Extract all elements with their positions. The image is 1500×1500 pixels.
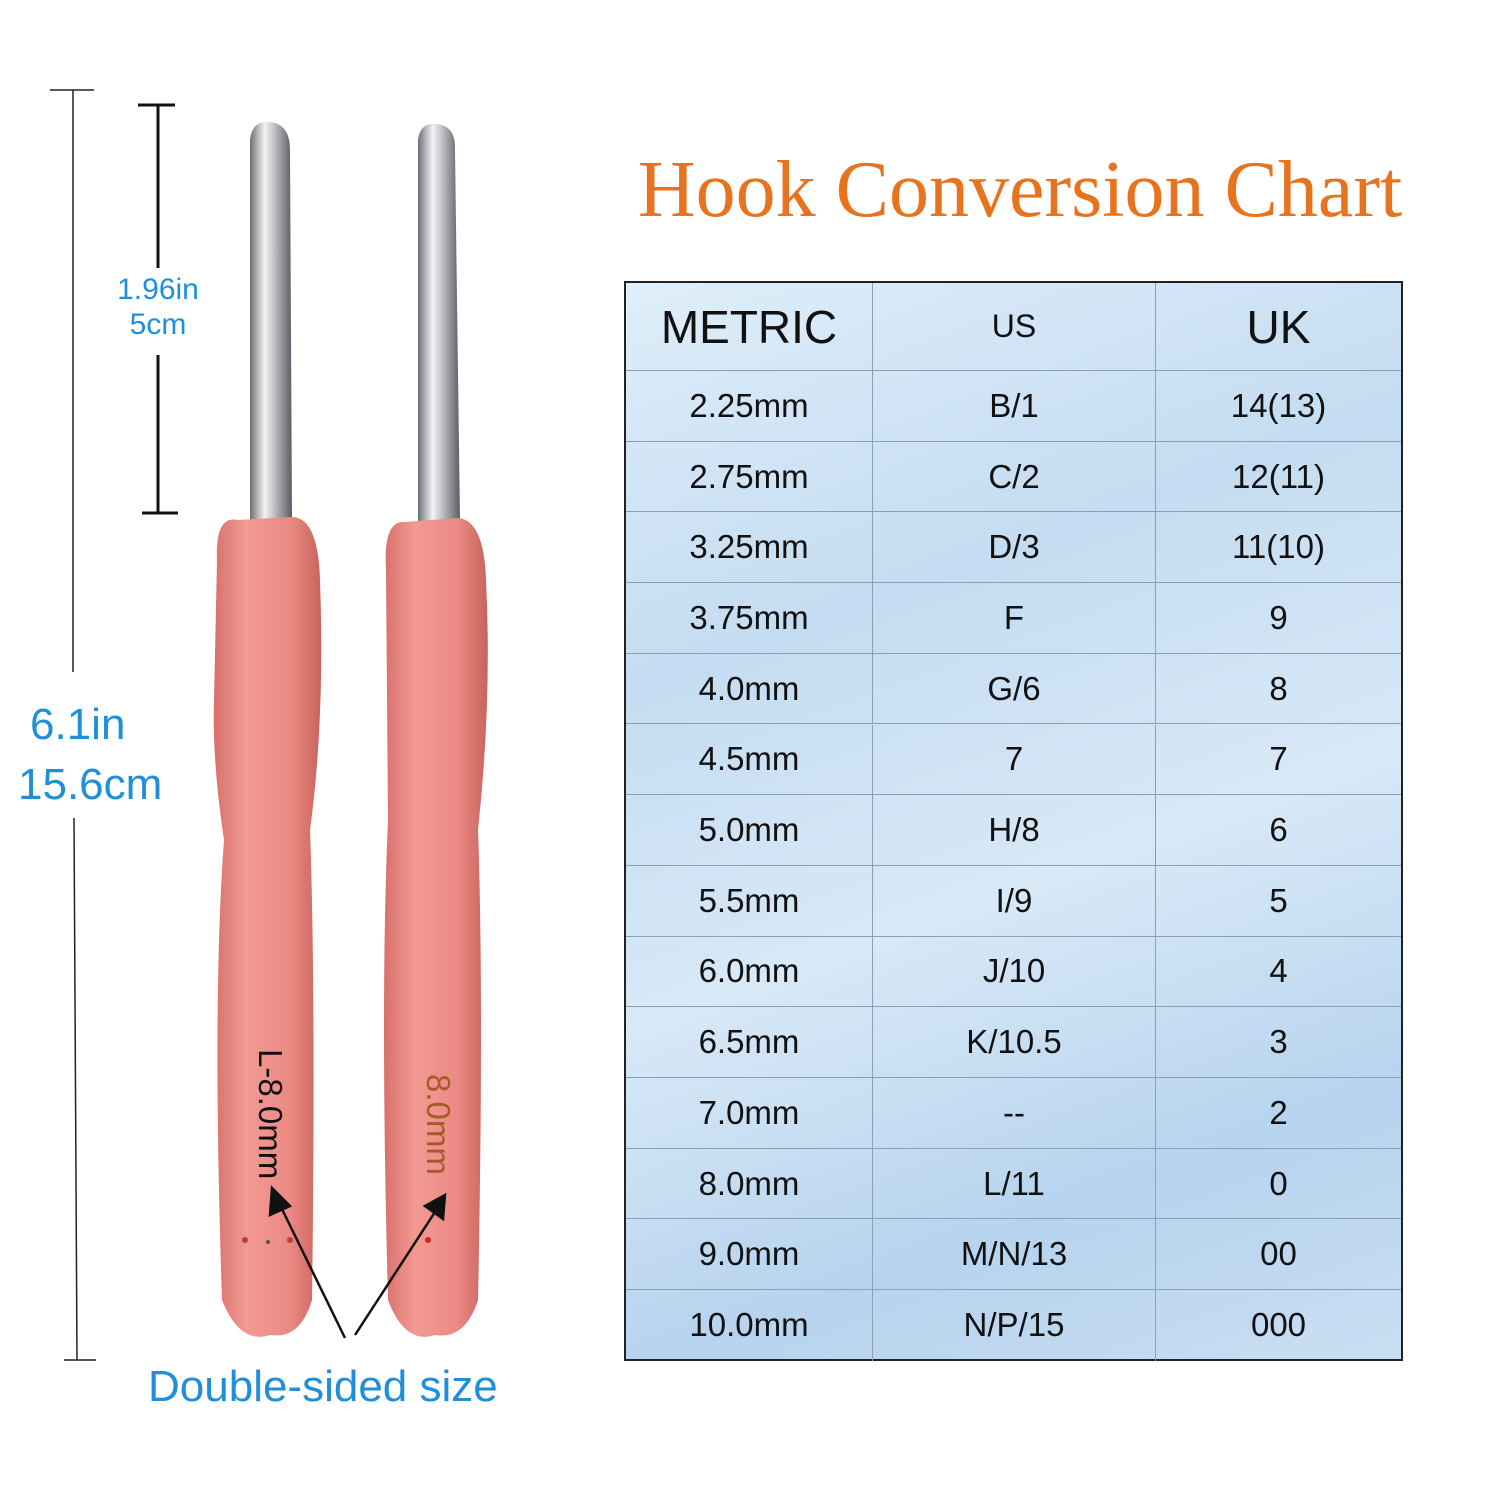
table-row: 2.75mm C/2 12(11) [626,441,1401,513]
cell-uk: 11(10) [1232,528,1325,566]
header-uk: UK [1246,300,1311,353]
cell-us: H/8 [873,795,1156,865]
cell-metric: 2.25mm [626,371,873,441]
conversion-table: METRIC US UK 2.25mm B/1 14(13) 2.75mm C/2 12(… [624,281,1403,1361]
cell-us: B/1 [873,371,1156,441]
cell-us: C/2 [873,441,1156,512]
cell-uk: 4 [1269,952,1288,990]
table-row: 6.5mm K/10.5 3 [626,1007,1401,1078]
cell-metric: 4.0mm [626,653,873,724]
cell-metric: 6.5mm [626,1007,873,1077]
cell-uk: 2 [1269,1093,1288,1131]
total-length-dimension-line [50,89,96,1361]
header-metric: METRIC [626,283,873,370]
cell-metric: 2.75mm [626,441,873,512]
cell-metric: 3.25mm [626,512,873,583]
cell-metric: 6.0mm [626,936,873,1007]
cell-metric: 9.0mm [626,1219,873,1290]
cell-us: J/10 [873,936,1156,1007]
cell-uk: 7 [1269,740,1288,778]
cell-us: G/6 [873,653,1156,724]
table-row: 6.0mm J/10 4 [626,936,1401,1008]
head-length-label: 1.96in 5cm [108,272,208,342]
cell-uk: 6 [1269,811,1288,849]
left-hook [213,121,322,1337]
table-row: 8.0mm L/11 0 [626,1148,1401,1220]
cell-us: L/11 [873,1148,1156,1219]
cell-us: K/10.5 [873,1007,1156,1077]
head-length-cm: 5cm [129,308,187,341]
table-row: 5.5mm I/9 5 [626,865,1401,937]
crochet-hooks-illustration [50,89,488,1361]
cell-metric: 4.5mm [626,724,873,795]
cell-us: 7 [873,724,1156,795]
cell-metric: 5.0mm [626,795,873,865]
cell-uk: 12(11) [1232,457,1325,495]
table-header-row: METRIC US UK [626,283,1401,371]
table-row: 9.0mm M/N/13 00 [626,1219,1401,1291]
cell-metric: 3.75mm [626,583,873,653]
cell-uk: 0 [1269,1164,1288,1202]
table-row: 4.0mm G/6 8 [626,653,1401,725]
total-length-label: 6.1in 15.6cm [18,695,162,815]
chart-title: Hook Conversion Chart [637,146,1403,234]
cell-uk: 9 [1269,598,1288,636]
cell-uk: 3 [1269,1023,1288,1061]
table-row: 10.0mm N/P/15 000 [626,1290,1401,1361]
cell-metric: 8.0mm [626,1148,873,1219]
cell-metric: 5.5mm [626,865,873,936]
total-length-inches: 6.1in [30,700,126,749]
cell-uk: 14(13) [1230,386,1327,424]
table-row: 5.0mm H/8 6 [626,795,1401,866]
cell-uk: 5 [1269,881,1288,919]
right-hook-size-label: 8.0mm [420,1074,457,1175]
table-row: 4.5mm 7 7 [626,724,1401,796]
arrows [268,1185,447,1339]
cell-metric: 10.0mm [626,1290,873,1361]
right-hook [384,123,488,1337]
head-length-inches: 1.96in [117,273,199,306]
cell-us: M/N/13 [873,1219,1156,1290]
left-hook-size-label: L-8.0mm [252,1049,289,1180]
total-length-cm: 15.6cm [18,760,163,809]
table-row: 3.25mm D/3 11(10) [626,512,1401,584]
cell-us: I/9 [873,865,1156,936]
head-length-dimension-line [138,103,178,515]
cell-uk: 00 [1260,1235,1297,1273]
cell-metric: 7.0mm [626,1078,873,1148]
table-row: 7.0mm -- 2 [626,1078,1401,1149]
cell-us: -- [873,1078,1156,1148]
table-row: 2.25mm B/1 14(13) [626,371,1401,442]
cell-us: F [873,583,1156,653]
table-row: 3.75mm F 9 [626,583,1401,654]
cell-us: D/3 [873,512,1156,583]
cell-uk: 8 [1269,669,1288,707]
double-sided-caption: Double-sided size [148,1362,498,1411]
header-us: US [873,283,1156,370]
cell-us: N/P/15 [873,1290,1156,1361]
cell-uk: 000 [1250,1306,1307,1344]
